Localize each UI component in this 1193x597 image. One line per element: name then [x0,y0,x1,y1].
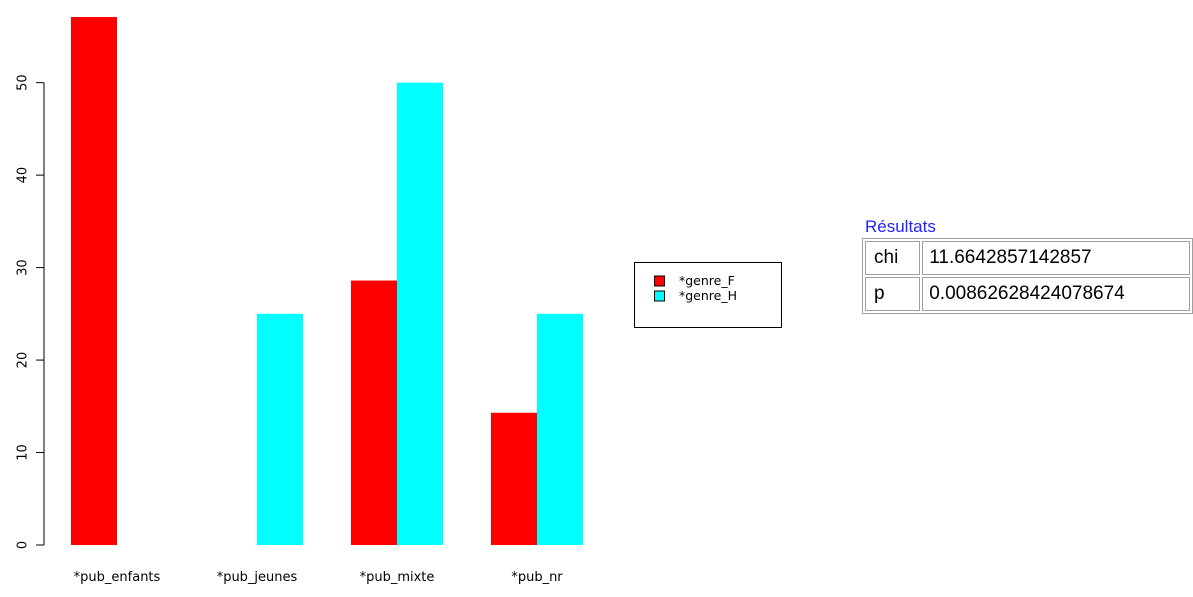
bar-genre-f-pub-nr [491,412,537,545]
y-tick-label: 50 [16,74,31,91]
y-axis: 0 10 20 30 40 50 [16,74,45,549]
results-table: chi 11.6642857142857 p 0.008626284240786… [862,238,1193,314]
y-tick-label: 10 [16,444,31,461]
legend-swatch [654,290,665,302]
y-tick-label: 20 [16,352,31,369]
y-tick-label: 0 [16,541,31,549]
category-label: *pub_enfants [74,570,161,585]
legend-box [634,262,782,328]
p-label: p [865,277,921,311]
legend-label: *genre_F [679,273,735,288]
bar-genre-h-pub-jeunes [257,313,303,545]
p-value: 0.00862628424078674 [922,277,1190,311]
bars [71,17,583,546]
results-panel: Résultats chi 11.6642857142857 p 0.00862… [862,217,1193,314]
category-labels: *pub_enfants *pub_jeunes *pub_mixte *pub_nr [74,570,564,585]
y-tick-label: 40 [16,167,31,184]
y-tick-label: 30 [16,259,31,276]
bar-genre-f-pub-mixte [351,280,397,545]
legend: *genre_F*genre_H [634,262,782,328]
bar-genre-h-pub-nr [537,313,583,545]
category-label: *pub_nr [511,570,563,585]
bar-genre-h-pub-mixte [397,82,443,546]
results-title: Résultats [865,217,936,236]
table-row: chi 11.6642857142857 [865,241,1190,275]
category-label: *pub_jeunes [217,570,298,585]
chi-label: chi [865,241,921,275]
bar-genre-f-pub-enfants [71,17,117,545]
legend-label: *genre_H [679,288,737,303]
legend-swatch [654,275,665,287]
chi-value: 11.6642857142857 [922,241,1190,275]
table-row: p 0.00862628424078674 [865,277,1190,311]
category-label: *pub_mixte [360,570,435,585]
